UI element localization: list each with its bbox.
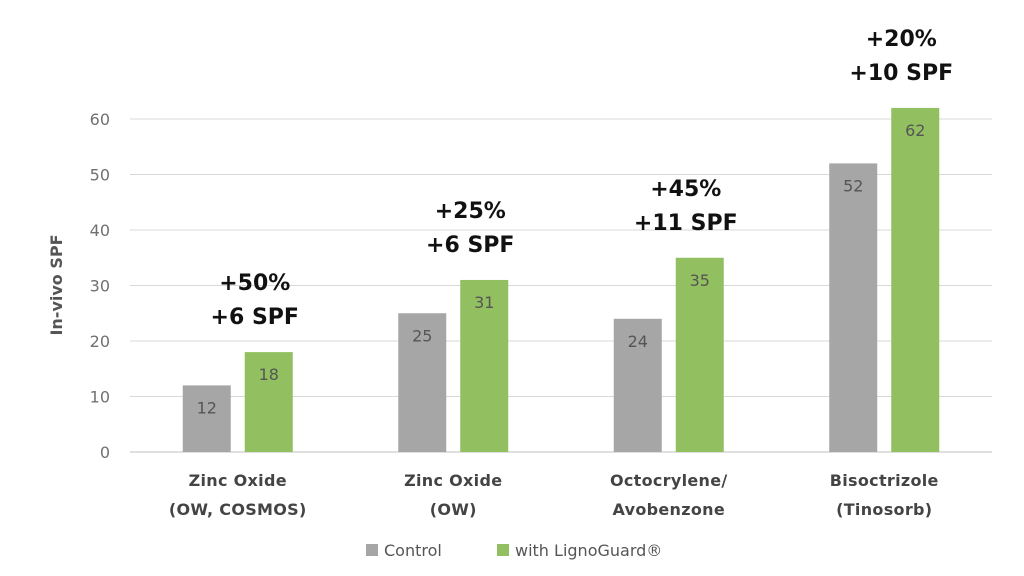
bar-value-label: 62 — [905, 121, 925, 140]
data-labels: 12 18 25 31 24 35 52 62 — [197, 121, 926, 418]
improvement-annotation: +11 SPF — [634, 211, 738, 236]
bar-control — [613, 318, 662, 452]
legend-label-control: Control — [384, 541, 442, 560]
bar-lignoguard — [460, 279, 509, 452]
bar-value-label: 24 — [628, 332, 648, 351]
bars — [182, 107, 940, 453]
improvement-annotation: +6 SPF — [211, 305, 299, 330]
y-axis-ticks: 0 10 20 30 40 50 60 — [90, 110, 110, 462]
y-tick-label: 50 — [90, 166, 110, 185]
y-tick-label: 0 — [100, 443, 110, 462]
improvement-annotation: +20% — [866, 27, 937, 52]
legend-swatch-lignoguard — [497, 544, 509, 556]
y-tick-label: 40 — [90, 221, 110, 240]
y-tick-label: 60 — [90, 110, 110, 129]
improvement-annotation: +50% — [219, 271, 290, 296]
bar-lignoguard — [244, 352, 293, 452]
bar-control — [182, 385, 231, 452]
bar-lignoguard — [891, 107, 940, 453]
y-tick-label: 20 — [90, 332, 110, 351]
improvement-annotation: +6 SPF — [426, 233, 514, 258]
y-tick-label: 30 — [90, 277, 110, 296]
y-tick-label: 10 — [90, 388, 110, 407]
bar-value-label: 12 — [197, 398, 217, 417]
category-label: Octocrylene/ — [610, 471, 728, 490]
bar-value-label: 52 — [843, 176, 863, 195]
category-label: (OW) — [430, 500, 477, 519]
category-label: (Tinosorb) — [836, 500, 932, 519]
y-axis-label: In-vivo SPF — [47, 234, 66, 335]
category-label: Zinc Oxide — [404, 471, 502, 490]
bar-value-label: 35 — [690, 271, 710, 290]
improvement-annotation: +45% — [650, 177, 721, 202]
category-label: Bisoctrizole — [830, 471, 939, 490]
bar-value-label: 31 — [474, 293, 494, 312]
legend-swatch-control — [366, 544, 378, 556]
bar-value-label: 25 — [412, 326, 432, 345]
annotations: +50% +6 SPF +25% +6 SPF +45% +11 SPF +20% +10 S… — [211, 27, 954, 330]
bar-control — [398, 313, 447, 452]
x-axis-categories: Zinc Oxide (OW, COSMOS) Zinc Oxide (OW) Octo… — [169, 471, 939, 519]
bar-lignoguard — [675, 257, 724, 452]
bar-value-label: 18 — [259, 365, 279, 384]
bar-control — [829, 163, 878, 452]
legend-label-lignoguard: with LignoGuard® — [515, 541, 662, 560]
improvement-annotation: +25% — [435, 199, 506, 224]
category-label: (OW, COSMOS) — [169, 500, 307, 519]
category-label: Avobenzone — [613, 500, 725, 519]
improvement-annotation: +10 SPF — [849, 61, 953, 86]
legend: Control with LignoGuard® — [366, 541, 662, 560]
category-label: Zinc Oxide — [189, 471, 287, 490]
